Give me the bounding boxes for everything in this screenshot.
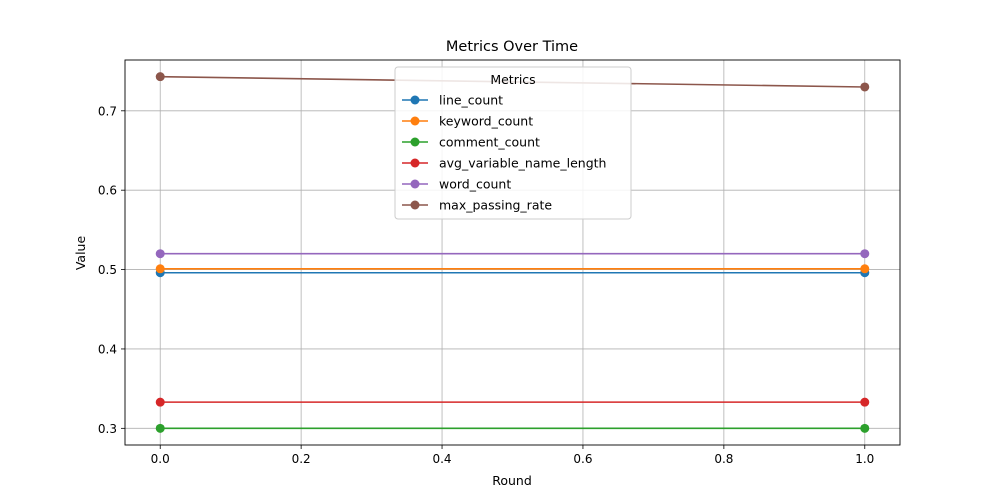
data-point [155, 72, 165, 82]
legend: Metrics line_count keyword_count comment_c… [394, 66, 632, 220]
legend-label: keyword_count [439, 114, 533, 129]
legend-marker [410, 95, 420, 105]
data-point [155, 264, 165, 274]
x-tick-label: 0.8 [714, 452, 733, 466]
series-comment-count [155, 423, 870, 433]
y-tick-label: 0.3 [98, 422, 117, 436]
legend-label: line_count [439, 93, 503, 108]
x-tick-label: 1.0 [855, 452, 874, 466]
x-tick-label: 0.0 [151, 452, 170, 466]
legend-items: line_count keyword_count comment_count avg_… [402, 93, 606, 213]
legend-label: max_passing_rate [439, 198, 552, 213]
y-axis-label: Value [73, 236, 88, 271]
data-point [860, 423, 870, 433]
data-point [860, 82, 870, 92]
data-point [155, 397, 165, 407]
legend-marker [410, 158, 420, 168]
legend-item: line_count [402, 93, 503, 108]
data-point [155, 249, 165, 259]
x-axis-label: Round [492, 473, 532, 488]
legend-marker [410, 116, 420, 126]
x-tick-label: 0.4 [432, 452, 451, 466]
series-word-count [155, 249, 870, 259]
y-tick-label: 0.4 [98, 342, 117, 356]
y-tick-label: 0.7 [98, 104, 117, 118]
x-tick-label: 0.2 [292, 452, 311, 466]
plot-area-frame [124, 59, 901, 446]
legend-item: keyword_count [402, 114, 533, 129]
ticks: 0.0 0.2 0.4 0.6 0.8 1.0 0.3 0.4 0.5 0.6 0.7 [98, 104, 874, 466]
x-tick-label: 0.6 [573, 452, 592, 466]
data-point [860, 264, 870, 274]
legend-marker [410, 137, 420, 147]
data-point [155, 423, 165, 433]
legend-label: comment_count [439, 135, 540, 150]
chart-title: Metrics Over Time [446, 39, 578, 55]
legend-item: word_count [402, 177, 511, 192]
legend-item: comment_count [402, 135, 540, 150]
series-layer [155, 72, 870, 433]
legend-item: max_passing_rate [402, 198, 552, 213]
y-tick-label: 0.5 [98, 263, 117, 277]
legend-label: avg_variable_name_length [439, 156, 606, 171]
legend-frame [394, 66, 632, 220]
series-keyword-count [155, 264, 870, 274]
legend-item: avg_variable_name_length [402, 156, 606, 171]
series-avg-variable-name-length [155, 397, 870, 407]
legend-marker [410, 200, 420, 210]
y-tick-label: 0.6 [98, 184, 117, 198]
data-point [860, 397, 870, 407]
data-point [860, 249, 870, 259]
legend-label: word_count [439, 177, 511, 192]
legend-marker [410, 179, 420, 189]
legend-title: Metrics [490, 72, 535, 87]
